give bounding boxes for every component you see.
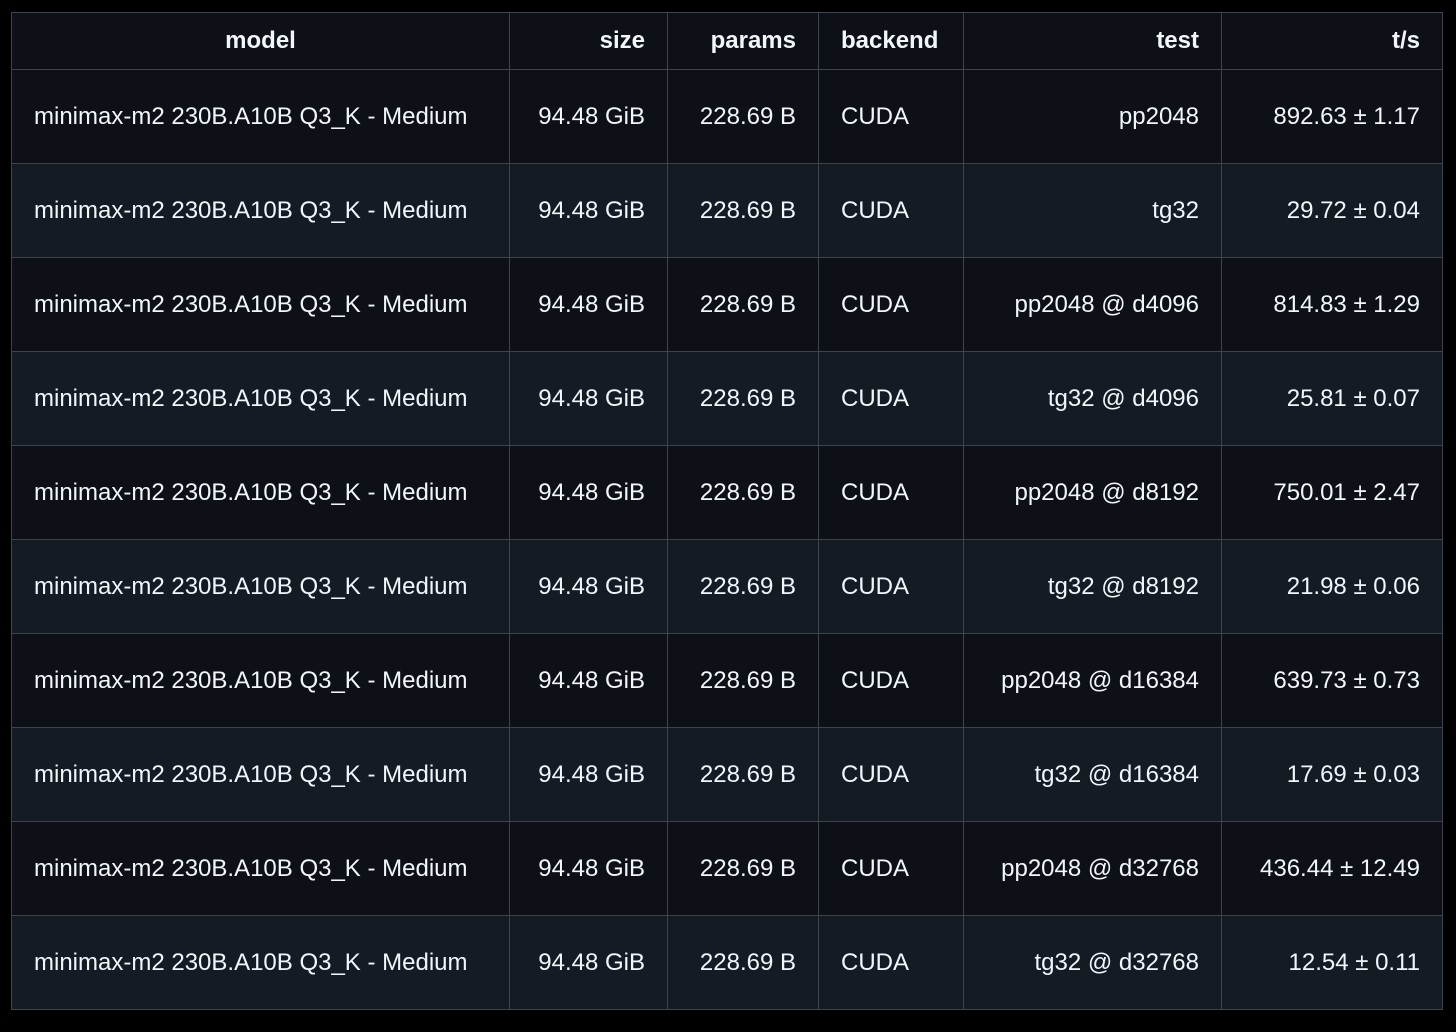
cell-tokens-per-second: 814.83 ± 1.29 [1221, 257, 1443, 352]
cell-tokens-per-second: 892.63 ± 1.17 [1221, 69, 1443, 164]
cell-model: minimax-m2 230B.A10B Q3_K - Medium [11, 633, 510, 728]
cell-model: minimax-m2 230B.A10B Q3_K - Medium [11, 821, 510, 916]
cell-size: 94.48 GiB [509, 163, 668, 258]
cell-tokens-per-second: 21.98 ± 0.06 [1221, 539, 1443, 634]
table-row: minimax-m2 230B.A10B Q3_K - Medium 94.48 … [11, 821, 1443, 916]
column-header-model: model [11, 12, 510, 70]
cell-tokens-per-second: 639.73 ± 0.73 [1221, 633, 1443, 728]
cell-tokens-per-second: 12.54 ± 0.11 [1221, 915, 1443, 1010]
cell-model: minimax-m2 230B.A10B Q3_K - Medium [11, 445, 510, 540]
cell-size: 94.48 GiB [509, 727, 668, 822]
cell-backend: CUDA [818, 163, 964, 258]
cell-params: 228.69 B [667, 727, 819, 822]
table-row: minimax-m2 230B.A10B Q3_K - Medium 94.48 … [11, 351, 1443, 446]
cell-model: minimax-m2 230B.A10B Q3_K - Medium [11, 257, 510, 352]
cell-backend: CUDA [818, 539, 964, 634]
cell-tokens-per-second: 29.72 ± 0.04 [1221, 163, 1443, 258]
table-body: minimax-m2 230B.A10B Q3_K - Medium 94.48 … [11, 69, 1443, 1010]
cell-test: pp2048 @ d32768 [963, 821, 1222, 916]
cell-size: 94.48 GiB [509, 915, 668, 1010]
cell-backend: CUDA [818, 727, 964, 822]
cell-test: pp2048 @ d8192 [963, 445, 1222, 540]
cell-backend: CUDA [818, 445, 964, 540]
cell-tokens-per-second: 750.01 ± 2.47 [1221, 445, 1443, 540]
cell-model: minimax-m2 230B.A10B Q3_K - Medium [11, 915, 510, 1010]
header-row: model size params backend test t/s [11, 12, 1443, 70]
cell-model: minimax-m2 230B.A10B Q3_K - Medium [11, 539, 510, 634]
cell-size: 94.48 GiB [509, 257, 668, 352]
cell-test: tg32 @ d32768 [963, 915, 1222, 1010]
table-row: minimax-m2 230B.A10B Q3_K - Medium 94.48 … [11, 445, 1443, 540]
cell-test: tg32 @ d8192 [963, 539, 1222, 634]
cell-size: 94.48 GiB [509, 633, 668, 728]
cell-backend: CUDA [818, 351, 964, 446]
cell-backend: CUDA [818, 257, 964, 352]
cell-size: 94.48 GiB [509, 445, 668, 540]
cell-params: 228.69 B [667, 633, 819, 728]
cell-params: 228.69 B [667, 257, 819, 352]
cell-params: 228.69 B [667, 445, 819, 540]
cell-backend: CUDA [818, 821, 964, 916]
table-row: minimax-m2 230B.A10B Q3_K - Medium 94.48 … [11, 257, 1443, 352]
cell-tokens-per-second: 436.44 ± 12.49 [1221, 821, 1443, 916]
table-row: minimax-m2 230B.A10B Q3_K - Medium 94.48 … [11, 727, 1443, 822]
cell-params: 228.69 B [667, 915, 819, 1010]
table-row: minimax-m2 230B.A10B Q3_K - Medium 94.48 … [11, 633, 1443, 728]
cell-model: minimax-m2 230B.A10B Q3_K - Medium [11, 69, 510, 164]
cell-params: 228.69 B [667, 69, 819, 164]
cell-test: tg32 @ d16384 [963, 727, 1222, 822]
table-row: minimax-m2 230B.A10B Q3_K - Medium 94.48 … [11, 69, 1443, 164]
cell-test: pp2048 [963, 69, 1222, 164]
table-row: minimax-m2 230B.A10B Q3_K - Medium 94.48 … [11, 915, 1443, 1010]
cell-backend: CUDA [818, 69, 964, 164]
cell-params: 228.69 B [667, 821, 819, 916]
column-header-backend: backend [818, 12, 964, 70]
cell-params: 228.69 B [667, 351, 819, 446]
cell-backend: CUDA [818, 633, 964, 728]
column-header-params: params [667, 12, 819, 70]
cell-tokens-per-second: 25.81 ± 0.07 [1221, 351, 1443, 446]
benchmark-table: model size params backend test t/s minim… [11, 12, 1443, 1010]
cell-test: pp2048 @ d4096 [963, 257, 1222, 352]
cell-size: 94.48 GiB [509, 69, 668, 164]
cell-params: 228.69 B [667, 163, 819, 258]
table-row: minimax-m2 230B.A10B Q3_K - Medium 94.48 … [11, 163, 1443, 258]
cell-model: minimax-m2 230B.A10B Q3_K - Medium [11, 727, 510, 822]
column-header-test: test [963, 12, 1222, 70]
cell-params: 228.69 B [667, 539, 819, 634]
column-header-size: size [509, 12, 668, 70]
cell-test: pp2048 @ d16384 [963, 633, 1222, 728]
cell-backend: CUDA [818, 915, 964, 1010]
cell-test: tg32 [963, 163, 1222, 258]
cell-size: 94.48 GiB [509, 821, 668, 916]
table-row: minimax-m2 230B.A10B Q3_K - Medium 94.48 … [11, 539, 1443, 634]
cell-model: minimax-m2 230B.A10B Q3_K - Medium [11, 351, 510, 446]
column-header-tokens-per-second: t/s [1221, 12, 1443, 70]
cell-size: 94.48 GiB [509, 539, 668, 634]
cell-model: minimax-m2 230B.A10B Q3_K - Medium [11, 163, 510, 258]
cell-size: 94.48 GiB [509, 351, 668, 446]
cell-test: tg32 @ d4096 [963, 351, 1222, 446]
table-header: model size params backend test t/s [11, 12, 1443, 70]
cell-tokens-per-second: 17.69 ± 0.03 [1221, 727, 1443, 822]
